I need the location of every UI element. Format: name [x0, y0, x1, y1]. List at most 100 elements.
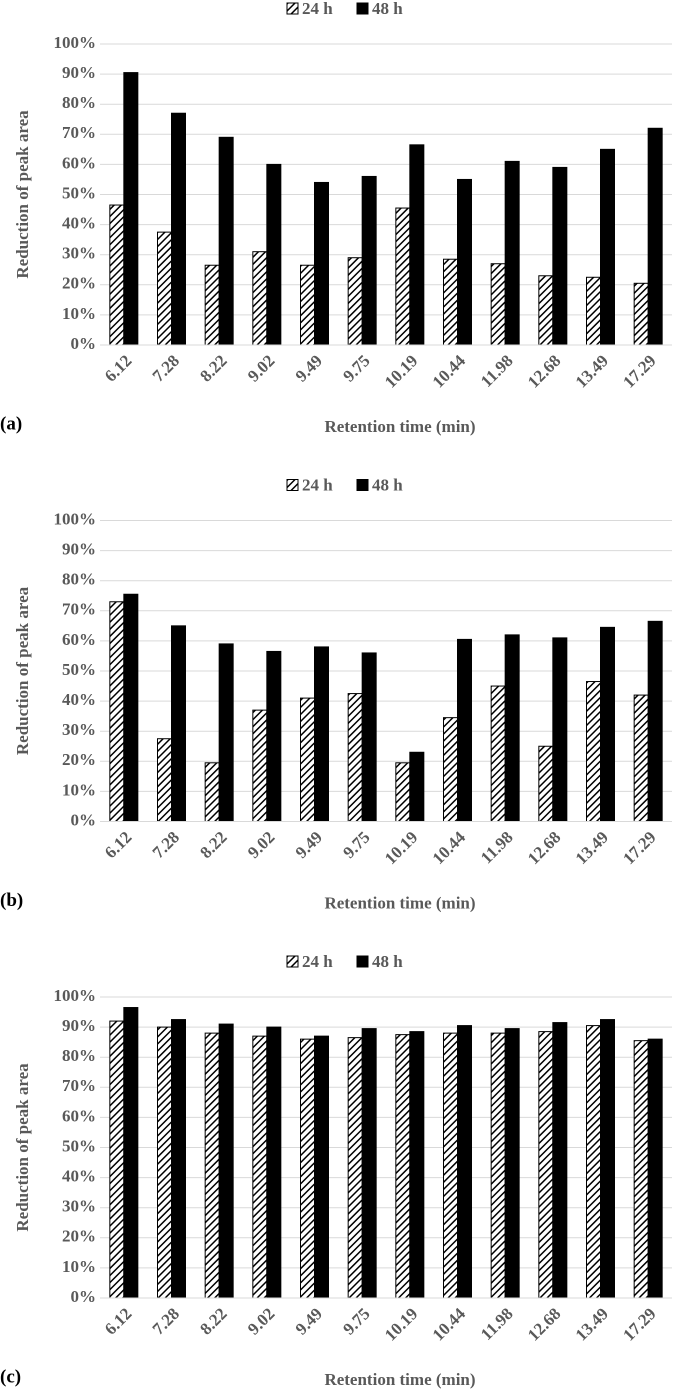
bar — [538, 1031, 554, 1299]
y-axis-title: Reduction of peak area — [13, 586, 32, 755]
bar — [586, 681, 601, 822]
bar — [600, 148, 615, 346]
legend-label: 48 h — [372, 952, 403, 971]
bar — [109, 601, 125, 822]
x-axis-title: Retention time (min) — [324, 893, 475, 912]
x-tick-label: 9.02 — [244, 828, 278, 862]
bar — [409, 1031, 425, 1299]
y-axis-title: Reduction of peak area — [13, 1063, 32, 1232]
legend-swatch — [356, 2, 369, 15]
bar — [600, 1019, 615, 1299]
bar — [443, 1032, 458, 1299]
bar — [266, 163, 282, 346]
x-tick-label: 12.68 — [524, 828, 564, 868]
legend-label: 24 h — [302, 475, 333, 494]
bar — [409, 144, 425, 346]
legend-label: 24 h — [302, 952, 333, 971]
bar — [218, 136, 234, 346]
y-tick-label: 40% — [62, 214, 96, 233]
bar — [457, 178, 472, 346]
bar — [443, 717, 458, 822]
x-tick-label: 9.75 — [339, 828, 373, 862]
bar — [314, 646, 329, 822]
bar — [123, 72, 139, 346]
bar — [252, 709, 268, 823]
y-tick-label: 0% — [71, 334, 97, 353]
legend-swatch — [286, 955, 299, 968]
bar — [647, 127, 663, 346]
x-tick-label: 9.75 — [339, 351, 373, 385]
bar — [123, 1007, 139, 1299]
bar — [204, 1032, 220, 1299]
x-axis-title: Retention time (min) — [324, 1370, 475, 1389]
bar — [586, 1025, 601, 1299]
x-tick-label: 10.19 — [381, 828, 421, 868]
y-tick-label: 10% — [62, 780, 96, 799]
y-tick-label: 10% — [62, 1257, 96, 1276]
x-tick-label: 8.22 — [196, 1304, 230, 1338]
x-tick-label: 11.98 — [477, 1304, 517, 1344]
chart-panel: 0% 10% 20% 30% 40% 50% 60% 70% 80% 90% 100% 6.12 7.2… — [0, 0, 672, 436]
y-tick-label: 100% — [54, 986, 97, 1005]
panel-label: (c) — [0, 1366, 21, 1387]
chart-panel: 0% 10% 20% 30% 40% 50% 60% 70% 80% 90% 100% 6.12 7.2… — [0, 475, 672, 912]
bar — [457, 1025, 472, 1299]
y-tick-label: 100% — [54, 509, 97, 528]
panel-label: (a) — [0, 413, 22, 434]
y-tick-label: 30% — [62, 720, 96, 739]
bar — [171, 1019, 186, 1299]
bar — [361, 652, 377, 822]
x-tick-label: 10.44 — [429, 827, 470, 868]
x-tick-label: 17.29 — [619, 828, 659, 868]
bar — [171, 625, 186, 822]
bar — [647, 620, 663, 822]
y-tick-label: 80% — [62, 570, 96, 589]
y-tick-label: 10% — [62, 304, 96, 323]
bar — [490, 1032, 506, 1299]
bar — [647, 1038, 663, 1299]
bar — [490, 263, 506, 346]
y-tick-label: 50% — [62, 1136, 96, 1155]
x-tick-label: 11.98 — [477, 351, 517, 391]
y-tick-label: 70% — [62, 1076, 96, 1095]
bar — [361, 1028, 377, 1299]
y-tick-label: 30% — [62, 1197, 96, 1216]
bar — [457, 638, 472, 822]
bar — [157, 231, 172, 346]
bar — [504, 1028, 520, 1299]
x-tick-label: 9.02 — [244, 351, 278, 385]
bar — [443, 258, 458, 346]
bar — [204, 762, 220, 822]
x-tick-label: 11.98 — [477, 828, 517, 868]
legend-swatch — [286, 479, 299, 491]
bar — [538, 745, 554, 822]
y-tick-label: 40% — [62, 1167, 96, 1186]
bar — [552, 166, 568, 346]
bar — [300, 697, 315, 822]
y-tick-label: 80% — [62, 93, 96, 112]
bar — [266, 650, 282, 822]
legend-swatch — [356, 479, 369, 491]
bar — [347, 693, 363, 822]
x-tick-label: 7.28 — [149, 351, 183, 385]
bar — [504, 160, 520, 346]
bar — [300, 1038, 315, 1299]
y-tick-label: 20% — [62, 750, 96, 769]
x-tick-label: 6.12 — [101, 1304, 135, 1338]
legend-label: 24 h — [302, 0, 333, 18]
y-tick-label: 60% — [62, 630, 96, 649]
bar — [109, 1020, 125, 1299]
x-tick-label: 10.44 — [429, 1304, 470, 1345]
bar — [633, 1040, 649, 1299]
bar — [123, 593, 139, 823]
y-tick-label: 40% — [62, 690, 96, 709]
x-tick-label: 13.49 — [572, 1304, 612, 1344]
x-tick-label: 10.19 — [381, 1304, 421, 1344]
legend-swatch — [356, 955, 369, 968]
y-tick-label: 20% — [62, 1227, 96, 1246]
bar — [157, 738, 172, 823]
x-tick-label: 12.68 — [524, 1304, 564, 1344]
panel-label: (b) — [0, 890, 23, 911]
x-tick-label: 17.29 — [619, 1304, 659, 1344]
bar — [314, 1035, 329, 1299]
